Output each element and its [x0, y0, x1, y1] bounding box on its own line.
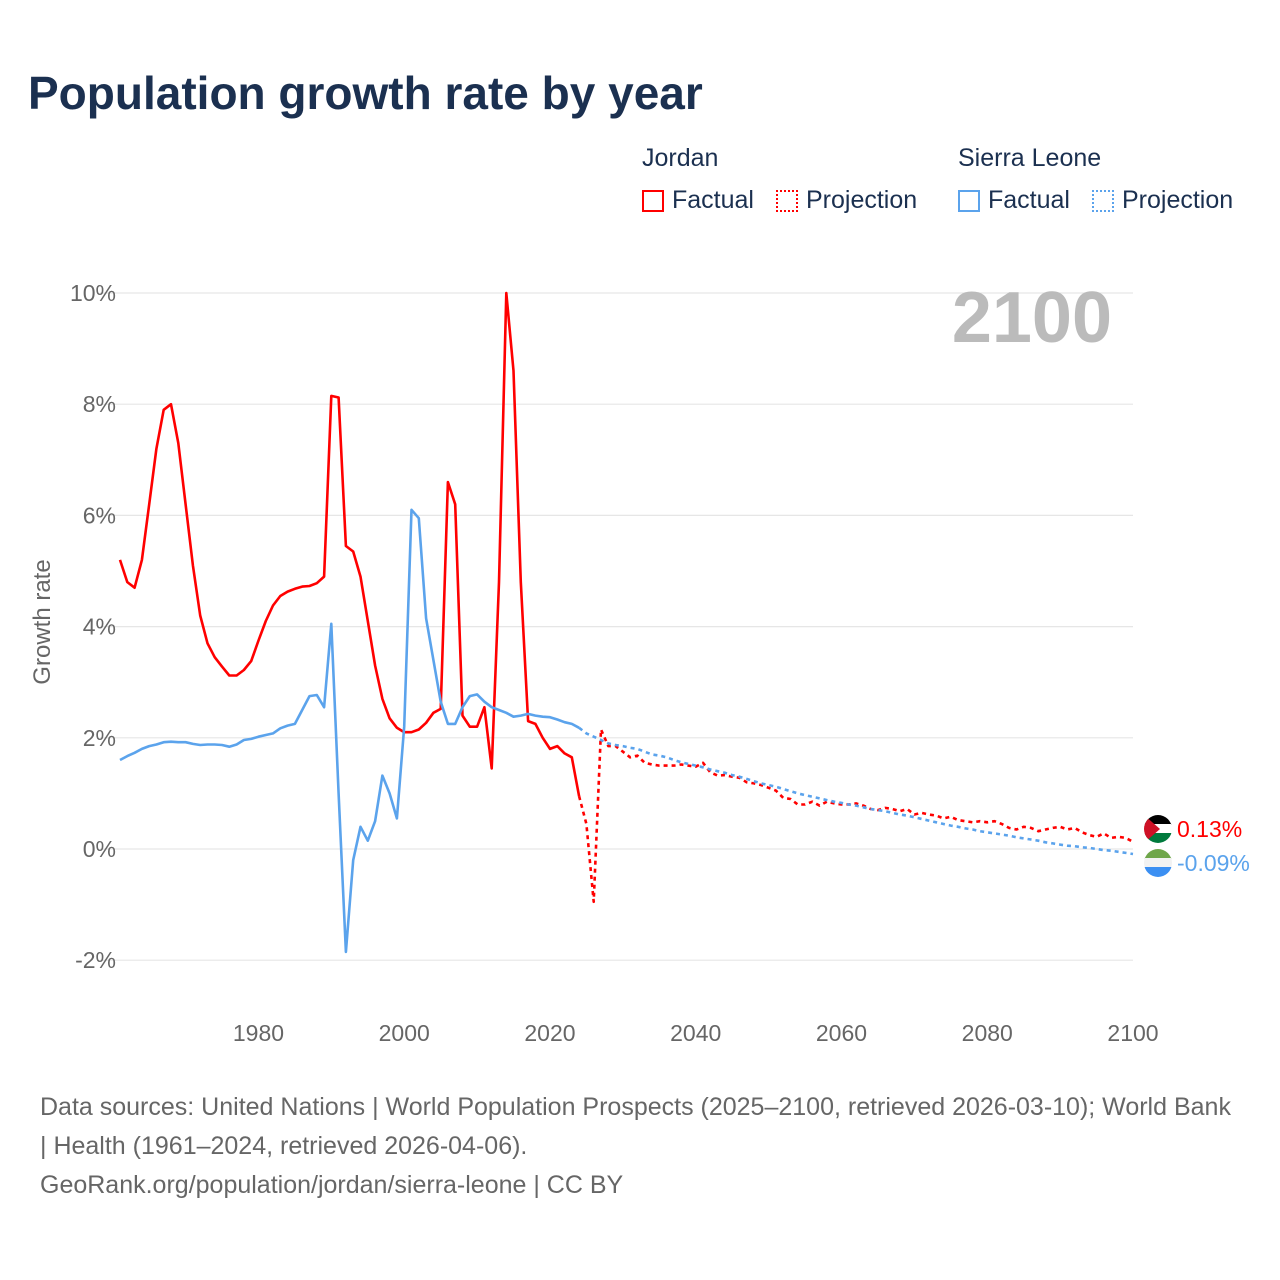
x-tick-label: 2040 — [670, 1020, 721, 1046]
sierra-leone-end-label: -0.09% — [1177, 850, 1250, 876]
y-tick-label: 2% — [83, 725, 116, 751]
legend-group-label: Jordan — [642, 144, 719, 172]
legend-swatch-dotted — [1092, 189, 1114, 212]
legend-item-sierra-leone-factual[interactable]: Factual — [958, 186, 1070, 215]
legend-item-sierra-leone-projection[interactable]: Projection — [1092, 186, 1233, 215]
sierra-leone-flag-icon — [1144, 849, 1172, 877]
line-chart: 10% 8% 6% 4% 2% 0% -2% 1980 2000 2020 2040 2060 2080… — [29, 278, 1250, 1046]
legend-item-jordan-factual[interactable]: Factual — [642, 186, 754, 215]
x-tick-label: 2060 — [816, 1020, 867, 1046]
sources-text: Data sources: United Nations | World Pop… — [40, 1093, 1231, 1160]
attribution-link[interactable]: GeoRank.org/population/jordan/sierra-leo… — [40, 1171, 624, 1199]
series-line-sierra-leone-projection[interactable] — [578, 726, 1134, 856]
y-tick-label: -2% — [75, 947, 116, 973]
legend-swatch-dotted — [776, 189, 798, 212]
y-tick-label: 4% — [83, 614, 116, 640]
year-display: 2100 — [952, 278, 1112, 358]
y-tick-label: 10% — [70, 280, 116, 306]
legend-item-label: Projection — [1122, 186, 1234, 214]
x-tick-label: 2080 — [962, 1020, 1013, 1046]
x-tick-label: 2020 — [524, 1020, 575, 1046]
x-tick-label: 2000 — [379, 1020, 430, 1046]
y-axis-label: Growth rate — [29, 559, 56, 684]
legend-item-jordan-projection[interactable]: Projection — [776, 186, 917, 215]
x-tick-label: 2100 — [1107, 1020, 1158, 1046]
legend-item-label: Factual — [672, 186, 754, 214]
y-tick-label: 6% — [83, 502, 116, 528]
series-line-sierra-leone-factual[interactable] — [119, 508, 580, 954]
legend-item-label: Factual — [988, 186, 1070, 214]
legend-swatch-solid — [642, 189, 664, 212]
y-tick-label: 8% — [83, 391, 116, 417]
series-line-jordan-factual[interactable] — [118, 291, 581, 797]
jordan-flag-icon — [1144, 815, 1172, 843]
legend-swatch-solid — [958, 189, 980, 212]
jordan-end-label: 0.13% — [1177, 816, 1242, 842]
legend-group-label: Sierra Leone — [958, 144, 1102, 172]
legend-item-label: Projection — [806, 186, 918, 214]
data-sources: Data sources: United Nations | World Pop… — [40, 1088, 1240, 1205]
y-tick-label: 0% — [83, 836, 116, 862]
chart-title: Population growth rate by year — [28, 67, 703, 119]
series-line-jordan-projection[interactable] — [577, 728, 1134, 904]
x-tick-label: 1980 — [233, 1020, 284, 1046]
